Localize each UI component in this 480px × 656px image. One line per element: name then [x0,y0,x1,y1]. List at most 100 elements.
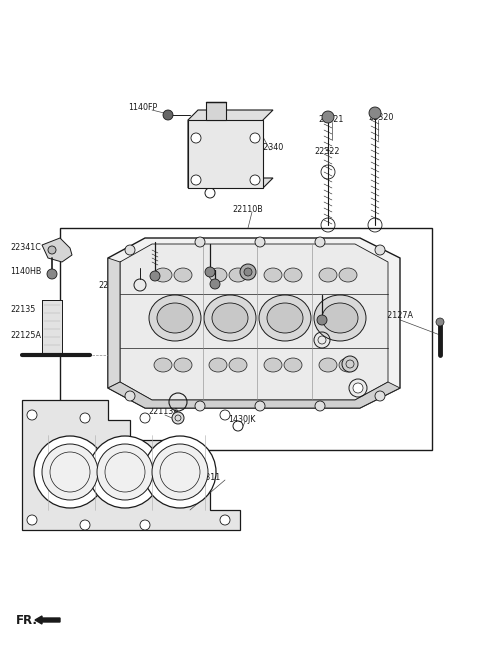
Ellipse shape [149,295,201,341]
Polygon shape [108,258,120,388]
Ellipse shape [284,358,302,372]
Circle shape [47,269,57,279]
Text: 1601DG: 1601DG [302,348,335,356]
Bar [60,228,432,450]
Ellipse shape [204,295,256,341]
Circle shape [80,413,90,423]
Circle shape [375,391,385,401]
Circle shape [163,110,173,120]
Ellipse shape [154,268,172,282]
Polygon shape [120,244,388,400]
Text: 22129: 22129 [240,270,265,279]
Text: 1140EW: 1140EW [178,253,211,262]
Circle shape [250,175,260,185]
Circle shape [140,520,150,530]
Ellipse shape [259,295,311,341]
Circle shape [342,356,358,372]
Ellipse shape [314,295,366,341]
Text: 22113A: 22113A [148,407,179,417]
Circle shape [315,237,325,247]
Circle shape [220,410,230,420]
Ellipse shape [229,358,247,372]
Bar [188,120,263,188]
Ellipse shape [154,358,172,372]
Text: 1140MA: 1140MA [310,304,342,312]
Polygon shape [206,102,226,120]
Ellipse shape [267,303,303,333]
Circle shape [210,279,220,289]
Polygon shape [108,382,400,408]
Ellipse shape [339,268,357,282]
Ellipse shape [264,268,282,282]
Circle shape [191,133,201,143]
Text: FR.: FR. [16,613,38,626]
Ellipse shape [174,358,192,372]
Polygon shape [22,400,240,530]
Text: 22341C: 22341C [10,243,41,253]
Ellipse shape [319,358,337,372]
Circle shape [255,401,265,411]
Circle shape [27,515,37,525]
Circle shape [369,107,381,119]
Circle shape [140,413,150,423]
Text: 22110B: 22110B [232,205,263,215]
Text: 1573JM: 1573JM [305,377,335,386]
Circle shape [89,436,161,508]
Circle shape [315,401,325,411]
Text: 1430JB: 1430JB [170,274,198,283]
Ellipse shape [157,303,193,333]
Circle shape [195,401,205,411]
Text: 1140FM: 1140FM [118,260,149,270]
Ellipse shape [284,268,302,282]
Circle shape [317,315,327,325]
Circle shape [205,188,215,198]
Circle shape [27,410,37,420]
Circle shape [191,175,201,185]
Circle shape [436,318,444,326]
Circle shape [375,245,385,255]
Text: 22320: 22320 [368,113,394,123]
Circle shape [152,444,208,500]
Circle shape [172,412,184,424]
Circle shape [250,133,260,143]
Text: 22125A: 22125A [10,331,41,340]
Text: 22114D: 22114D [98,281,130,289]
Circle shape [205,267,215,277]
Ellipse shape [209,358,227,372]
Ellipse shape [322,303,358,333]
Circle shape [353,383,363,393]
Circle shape [80,520,90,530]
Circle shape [322,111,334,123]
Circle shape [244,268,252,276]
Polygon shape [42,238,72,262]
Circle shape [195,237,205,247]
Bar [42,300,62,355]
Circle shape [255,237,265,247]
Polygon shape [188,110,273,188]
Ellipse shape [339,358,357,372]
Circle shape [125,391,135,401]
Text: 22135: 22135 [10,306,36,314]
Circle shape [48,246,56,254]
Ellipse shape [264,358,282,372]
Text: 22322: 22322 [314,148,339,157]
Circle shape [220,515,230,525]
Text: 22311: 22311 [195,474,220,483]
Circle shape [240,264,256,280]
Polygon shape [108,238,400,408]
Ellipse shape [209,268,227,282]
Circle shape [144,436,216,508]
Ellipse shape [212,303,248,333]
Ellipse shape [229,268,247,282]
FancyArrow shape [35,616,60,624]
Text: 22127A: 22127A [382,312,413,321]
Text: 1140FP: 1140FP [128,104,157,112]
Text: 1433CA: 1433CA [310,318,341,327]
Text: 22321: 22321 [318,115,343,125]
Circle shape [125,245,135,255]
Circle shape [97,444,153,500]
Circle shape [34,436,106,508]
Ellipse shape [319,268,337,282]
Text: 22340: 22340 [258,144,283,152]
Circle shape [150,271,160,281]
